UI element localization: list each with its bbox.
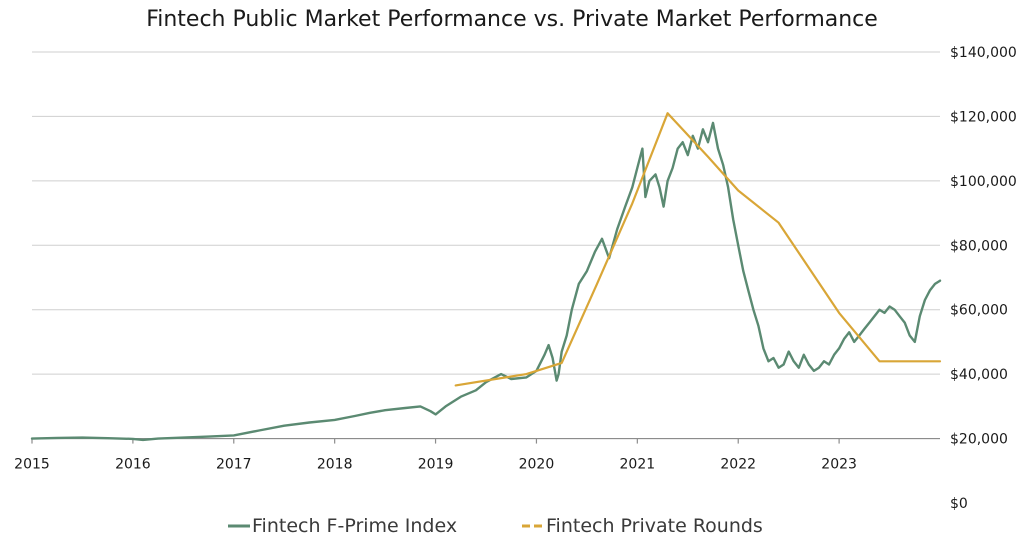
y-axis-ticks: $0 $20,000 $40,000 $60,000 $80,000 $100,000 $1… bbox=[950, 45, 1017, 512]
x-tick-label: 2020 bbox=[519, 457, 555, 473]
x-tick-label: 2016 bbox=[115, 457, 151, 473]
x-tick-label: 2023 bbox=[821, 457, 857, 473]
legend: Fintech F-Prime Index Fintech Private Rou… bbox=[228, 515, 763, 537]
y-tick-label: $140,000 bbox=[950, 45, 1017, 61]
y-tick-label: $120,000 bbox=[950, 109, 1017, 125]
y-tick-label: $40,000 bbox=[950, 367, 1008, 383]
series-line-private-rounds bbox=[454, 112, 942, 387]
y-tick-label: $20,000 bbox=[950, 432, 1008, 448]
legend-label: Fintech Private Rounds bbox=[546, 515, 763, 537]
x-tick-label: 2021 bbox=[620, 457, 656, 473]
gridlines bbox=[32, 51, 940, 440]
chart-title: Fintech Public Market Performance vs. Pr… bbox=[146, 7, 878, 32]
y-tick-label: $60,000 bbox=[950, 303, 1008, 319]
x-tick-label: 2022 bbox=[720, 457, 756, 473]
series-line-fprime-index bbox=[30, 121, 942, 442]
y-tick-label: $100,000 bbox=[950, 174, 1017, 190]
x-tick-label: 2018 bbox=[317, 457, 353, 473]
y-tick-label: $0 bbox=[950, 496, 968, 512]
x-tick-label: 2015 bbox=[14, 457, 50, 473]
x-tick-label: 2019 bbox=[418, 457, 454, 473]
x-axis-ticks: 2015 2016 2017 2018 2019 2020 2021 2022 2023 bbox=[14, 438, 857, 473]
x-tick-label: 2017 bbox=[216, 457, 252, 473]
y-tick-label: $80,000 bbox=[950, 238, 1008, 254]
legend-label: Fintech F-Prime Index bbox=[252, 515, 457, 537]
series-lines bbox=[30, 112, 942, 442]
